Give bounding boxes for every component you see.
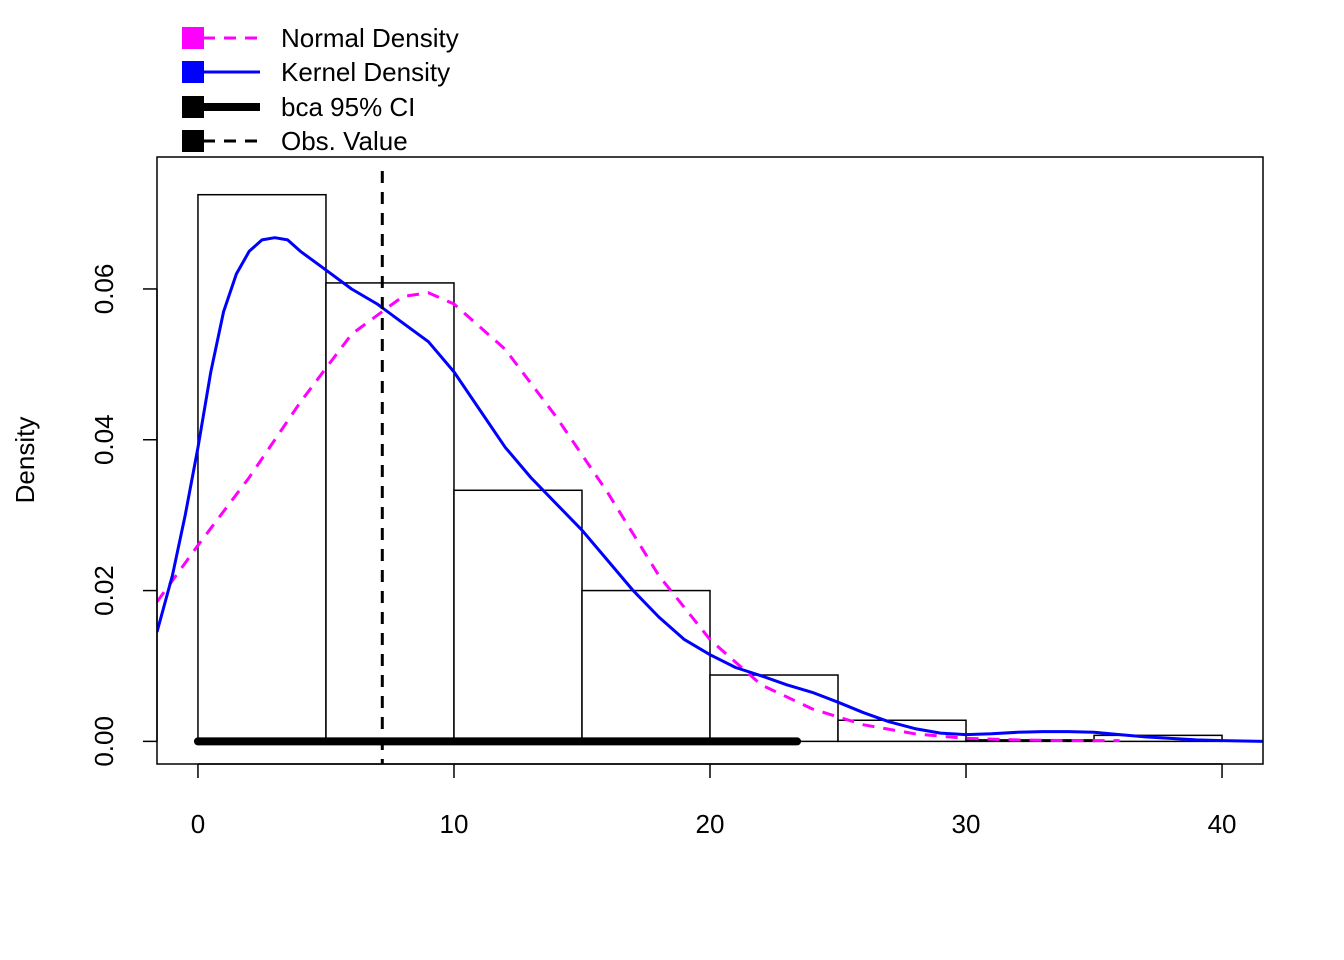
histogram-bar [325, 282, 455, 743]
histogram-bar [581, 589, 711, 743]
x-tick-label: 10 [440, 809, 469, 839]
y-tick-label: 0.02 [89, 565, 119, 616]
legend-item-bca-ci: bca 95% CI [182, 92, 415, 122]
density-curves [157, 236, 1263, 743]
legend-item-obs-value: Obs. Value [182, 126, 408, 156]
x-tick-label: 30 [952, 809, 981, 839]
legend-label-kernel-density: Kernel Density [281, 57, 450, 87]
y-tick-label: 0.06 [89, 264, 119, 315]
normal-density-curve [157, 291, 1120, 743]
x-tick-label: 0 [191, 809, 205, 839]
histogram [197, 193, 1223, 743]
x-tick-label: 40 [1208, 809, 1237, 839]
histogram-bar [197, 193, 327, 743]
legend-label-bca-ci: bca 95% CI [281, 92, 415, 122]
y-tick-label: 0.04 [89, 414, 119, 465]
histogram-bar [837, 719, 967, 743]
histogram-bar [709, 674, 839, 743]
plot-frame [156, 156, 1264, 765]
legend-item-kernel-density: Kernel Density [182, 57, 450, 87]
legend-label-normal-density: Normal Density [281, 23, 459, 53]
histogram-bar [453, 489, 583, 743]
legend-item-normal-density: Normal Density [182, 23, 459, 53]
y-axis-title: Density [10, 417, 40, 504]
x-tick-label: 20 [696, 809, 725, 839]
legend-label-obs-value: Obs. Value [281, 126, 408, 156]
y-tick-label: 0.00 [89, 716, 119, 767]
markers [193, 171, 802, 764]
legend: Normal Density Kernel Density bca 95% CI… [182, 23, 459, 156]
kernel-density-curve [157, 236, 1263, 743]
